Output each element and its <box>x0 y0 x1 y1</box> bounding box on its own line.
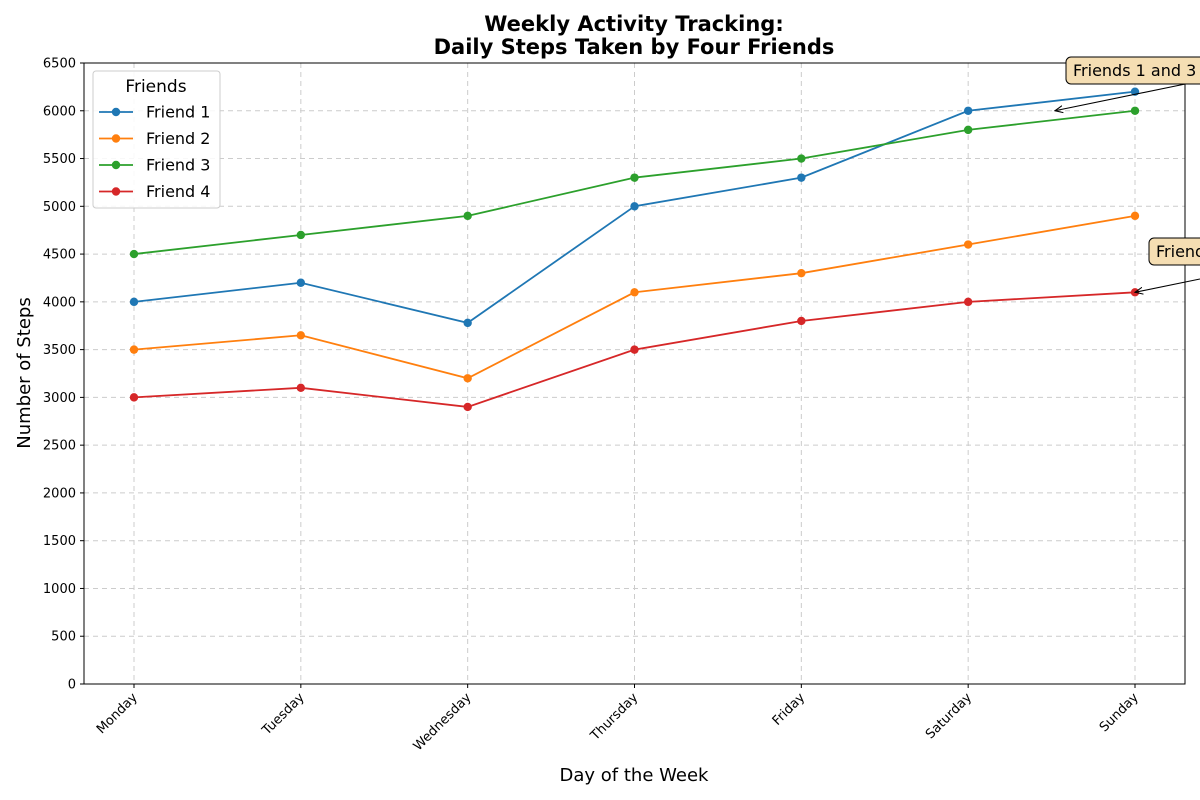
legend-marker <box>111 107 121 117</box>
data-point <box>129 345 139 354</box>
legend-marker <box>111 160 121 170</box>
y-tick-label: 2000 <box>43 486 76 501</box>
data-point <box>797 173 806 182</box>
legend-label: Friend 1 <box>146 103 210 122</box>
legend-item-3: Friend 3 <box>99 156 210 175</box>
data-point <box>463 402 472 412</box>
data-point <box>1130 106 1140 115</box>
annotation-arrow <box>1135 278 1200 292</box>
annotation-text: Friends 1 and 3 <box>1073 61 1196 80</box>
data-point <box>630 202 639 211</box>
y-tick-label: 3500 <box>43 343 76 358</box>
legend-item-1: Friend 1 <box>99 103 210 122</box>
y-axis-label: Number of Steps <box>14 297 35 448</box>
y-tick-label: 1500 <box>43 534 76 549</box>
data-point <box>463 211 472 221</box>
y-tick-label: 6000 <box>43 104 76 119</box>
data-point <box>296 230 306 240</box>
annotation-arrow <box>1055 80 1200 111</box>
data-point <box>1130 211 1140 221</box>
y-tick-label: 500 <box>51 630 76 645</box>
legend-box <box>92 70 221 209</box>
legend-label: Friend 4 <box>146 182 210 201</box>
annotations: Friends 1 and 3 Friend <box>1055 56 1200 292</box>
data-point <box>963 125 973 135</box>
data-point <box>129 393 139 402</box>
x-axis-label: Day of the Week <box>560 765 709 786</box>
axes <box>80 62 1186 688</box>
data-point <box>797 268 806 278</box>
y-tick-label: 5500 <box>43 152 76 167</box>
legend-marker <box>111 134 121 143</box>
series-3 <box>129 106 1140 259</box>
data-point <box>463 374 472 383</box>
annotation-box <box>1148 237 1200 266</box>
data-point <box>630 173 639 182</box>
data-point <box>797 154 806 163</box>
series-1 <box>129 87 1140 328</box>
data-point <box>963 240 973 249</box>
data-point <box>630 288 639 297</box>
annotation-2: Friend <box>1135 237 1200 292</box>
legend-item-4: Friend 4 <box>99 182 210 201</box>
annotation-1: Friends 1 and 3 <box>1055 56 1200 111</box>
legend-items: Friend 1 Friend 2 Friend 3 Friend 4 <box>99 103 210 201</box>
y-tick-label: 0 <box>68 678 76 693</box>
legend-label: Friend 3 <box>146 156 210 175</box>
data-point <box>463 318 472 328</box>
data-point <box>296 278 306 287</box>
chart-title-line-2: Daily Steps Taken by Four Friends <box>434 35 835 59</box>
y-tick-label: 2500 <box>43 439 76 454</box>
series-4 <box>129 288 1140 412</box>
series-layer <box>129 87 1140 412</box>
y-tick-label: 3000 <box>43 391 76 406</box>
y-tick-label: 6500 <box>43 57 76 72</box>
data-point <box>129 249 139 259</box>
data-point <box>963 106 973 115</box>
series-2 <box>129 211 1140 383</box>
plot-frame <box>83 62 1186 685</box>
annotation-text: Friend <box>1156 242 1200 261</box>
data-point <box>129 297 139 307</box>
data-point <box>296 331 306 340</box>
legend-marker <box>111 187 121 196</box>
data-point <box>797 316 806 326</box>
legend-title: Friends <box>125 77 186 97</box>
data-point <box>630 345 639 354</box>
y-tick-label: 5000 <box>43 200 76 215</box>
legend: Friends Friend 1 Friend 2 Friend 3 Friend 4 <box>92 70 221 209</box>
data-point <box>963 297 973 307</box>
annotation-box <box>1065 56 1200 85</box>
legend-item-2: Friend 2 <box>99 129 210 148</box>
legend-label: Friend 2 <box>146 129 210 148</box>
y-tick-label: 4500 <box>43 248 76 263</box>
y-tick-label: 1000 <box>43 582 76 597</box>
data-point <box>296 383 306 393</box>
chart-title-line-1: Weekly Activity Tracking: <box>484 12 783 36</box>
y-tick-label: 4000 <box>43 295 76 310</box>
